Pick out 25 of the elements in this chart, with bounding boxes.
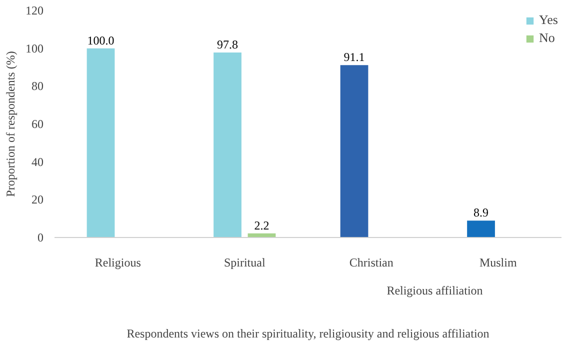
bar [340, 65, 368, 238]
y-tick-label: 80 [32, 79, 44, 94]
y-tick-label: 0 [38, 230, 44, 244]
data-label: 2.2 [254, 218, 270, 232]
bar [214, 52, 242, 238]
x-tick-label: Religious [94, 256, 142, 270]
legend-label: Yes [539, 12, 559, 28]
legend-label: No [539, 30, 556, 46]
y-tick-label: 120 [26, 4, 44, 18]
text: Religious affiliation [386, 284, 483, 298]
x-tick-label: Muslim [479, 256, 518, 270]
x-tick-label: Spiritual [224, 256, 266, 270]
data-label: 100.0 [87, 33, 114, 48]
y-tick-label: 40 [32, 154, 44, 169]
bar [467, 220, 495, 238]
x-axis-title: Respondents views on their spirituality, religiousity and religious affiliation [126, 326, 490, 340]
data-label: 8.9 [474, 206, 489, 220]
y-tick-label: 60 [32, 117, 44, 131]
bar [86, 48, 115, 238]
x-tick-label: Christian [349, 256, 394, 270]
y-tick-label: 100 [26, 41, 44, 56]
y-axis-title: Proportion of respondents (%) [4, 51, 18, 197]
data-label: 97.8 [217, 37, 238, 52]
y-tick-label: 20 [32, 192, 44, 207]
data-label: 91.1 [344, 50, 365, 64]
